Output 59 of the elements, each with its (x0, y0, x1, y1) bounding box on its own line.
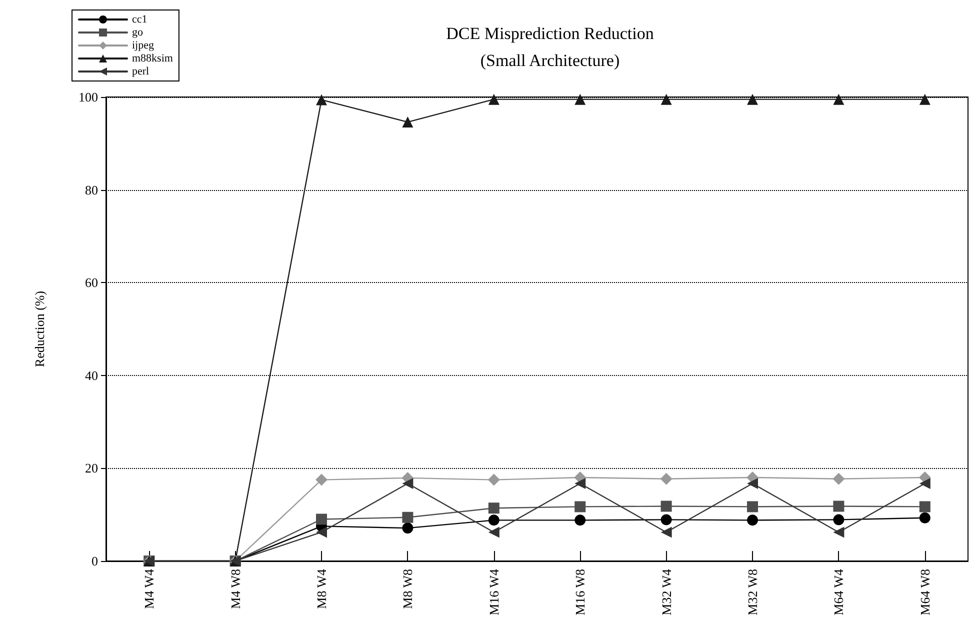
point (316, 94, 327, 106)
legend-label: cc1 (132, 14, 148, 26)
point (488, 514, 500, 526)
point (919, 501, 930, 512)
point (660, 500, 672, 512)
point (833, 500, 844, 512)
point (574, 94, 586, 105)
x-tick-label: M4 W8 (228, 569, 243, 609)
point (488, 94, 500, 105)
point (660, 526, 672, 538)
point (316, 526, 327, 538)
point (488, 526, 500, 538)
point (833, 526, 844, 538)
x-tick-label: M32 W8 (745, 569, 760, 616)
point (833, 514, 844, 526)
point (919, 94, 930, 105)
point (832, 472, 845, 485)
point (660, 94, 672, 105)
y-tick-label: 60 (85, 275, 98, 290)
point (747, 94, 758, 105)
point (660, 514, 672, 526)
x-tick-label: M32 W4 (658, 568, 674, 616)
legend-label: perl (132, 66, 150, 78)
point (574, 514, 586, 526)
point (402, 116, 414, 128)
chart-title: DCE Misprediction Reduction (446, 24, 654, 43)
point (402, 522, 414, 534)
point (919, 478, 930, 490)
x-tick-label: M64 W4 (831, 568, 846, 616)
point (316, 514, 327, 525)
x-tick-label: M8 W4 (314, 568, 329, 609)
point (747, 501, 758, 512)
x-tick-label: M4 W4 (142, 568, 157, 609)
point (574, 501, 586, 512)
y-tick-label: 80 (85, 182, 98, 198)
point (488, 474, 500, 486)
point (747, 478, 758, 490)
x-tick-label: M16 W8 (572, 569, 588, 616)
y-tick-label: 100 (78, 90, 98, 104)
chart-subtitle: (Small Architecture) (480, 51, 620, 70)
legend-label: ijpeg (132, 40, 154, 52)
point (316, 474, 328, 486)
point (919, 512, 930, 524)
point (402, 478, 414, 490)
point (488, 502, 500, 514)
y-tick-label: 20 (85, 460, 98, 476)
point (747, 514, 758, 526)
legend-label: m88ksim (132, 52, 174, 64)
x-tick-label: M8 W8 (400, 569, 416, 609)
x-tick-label: M16 W4 (486, 568, 502, 616)
y-tick-label: 0 (92, 554, 98, 568)
y-axis-title: Reduction (%) (32, 290, 47, 368)
y-tick-label: 40 (85, 368, 98, 383)
legend-label: go (132, 26, 144, 38)
point (402, 512, 414, 523)
x-tick-label: M64 W8 (917, 569, 932, 616)
point (660, 472, 672, 485)
point (574, 478, 586, 490)
point (833, 94, 844, 105)
